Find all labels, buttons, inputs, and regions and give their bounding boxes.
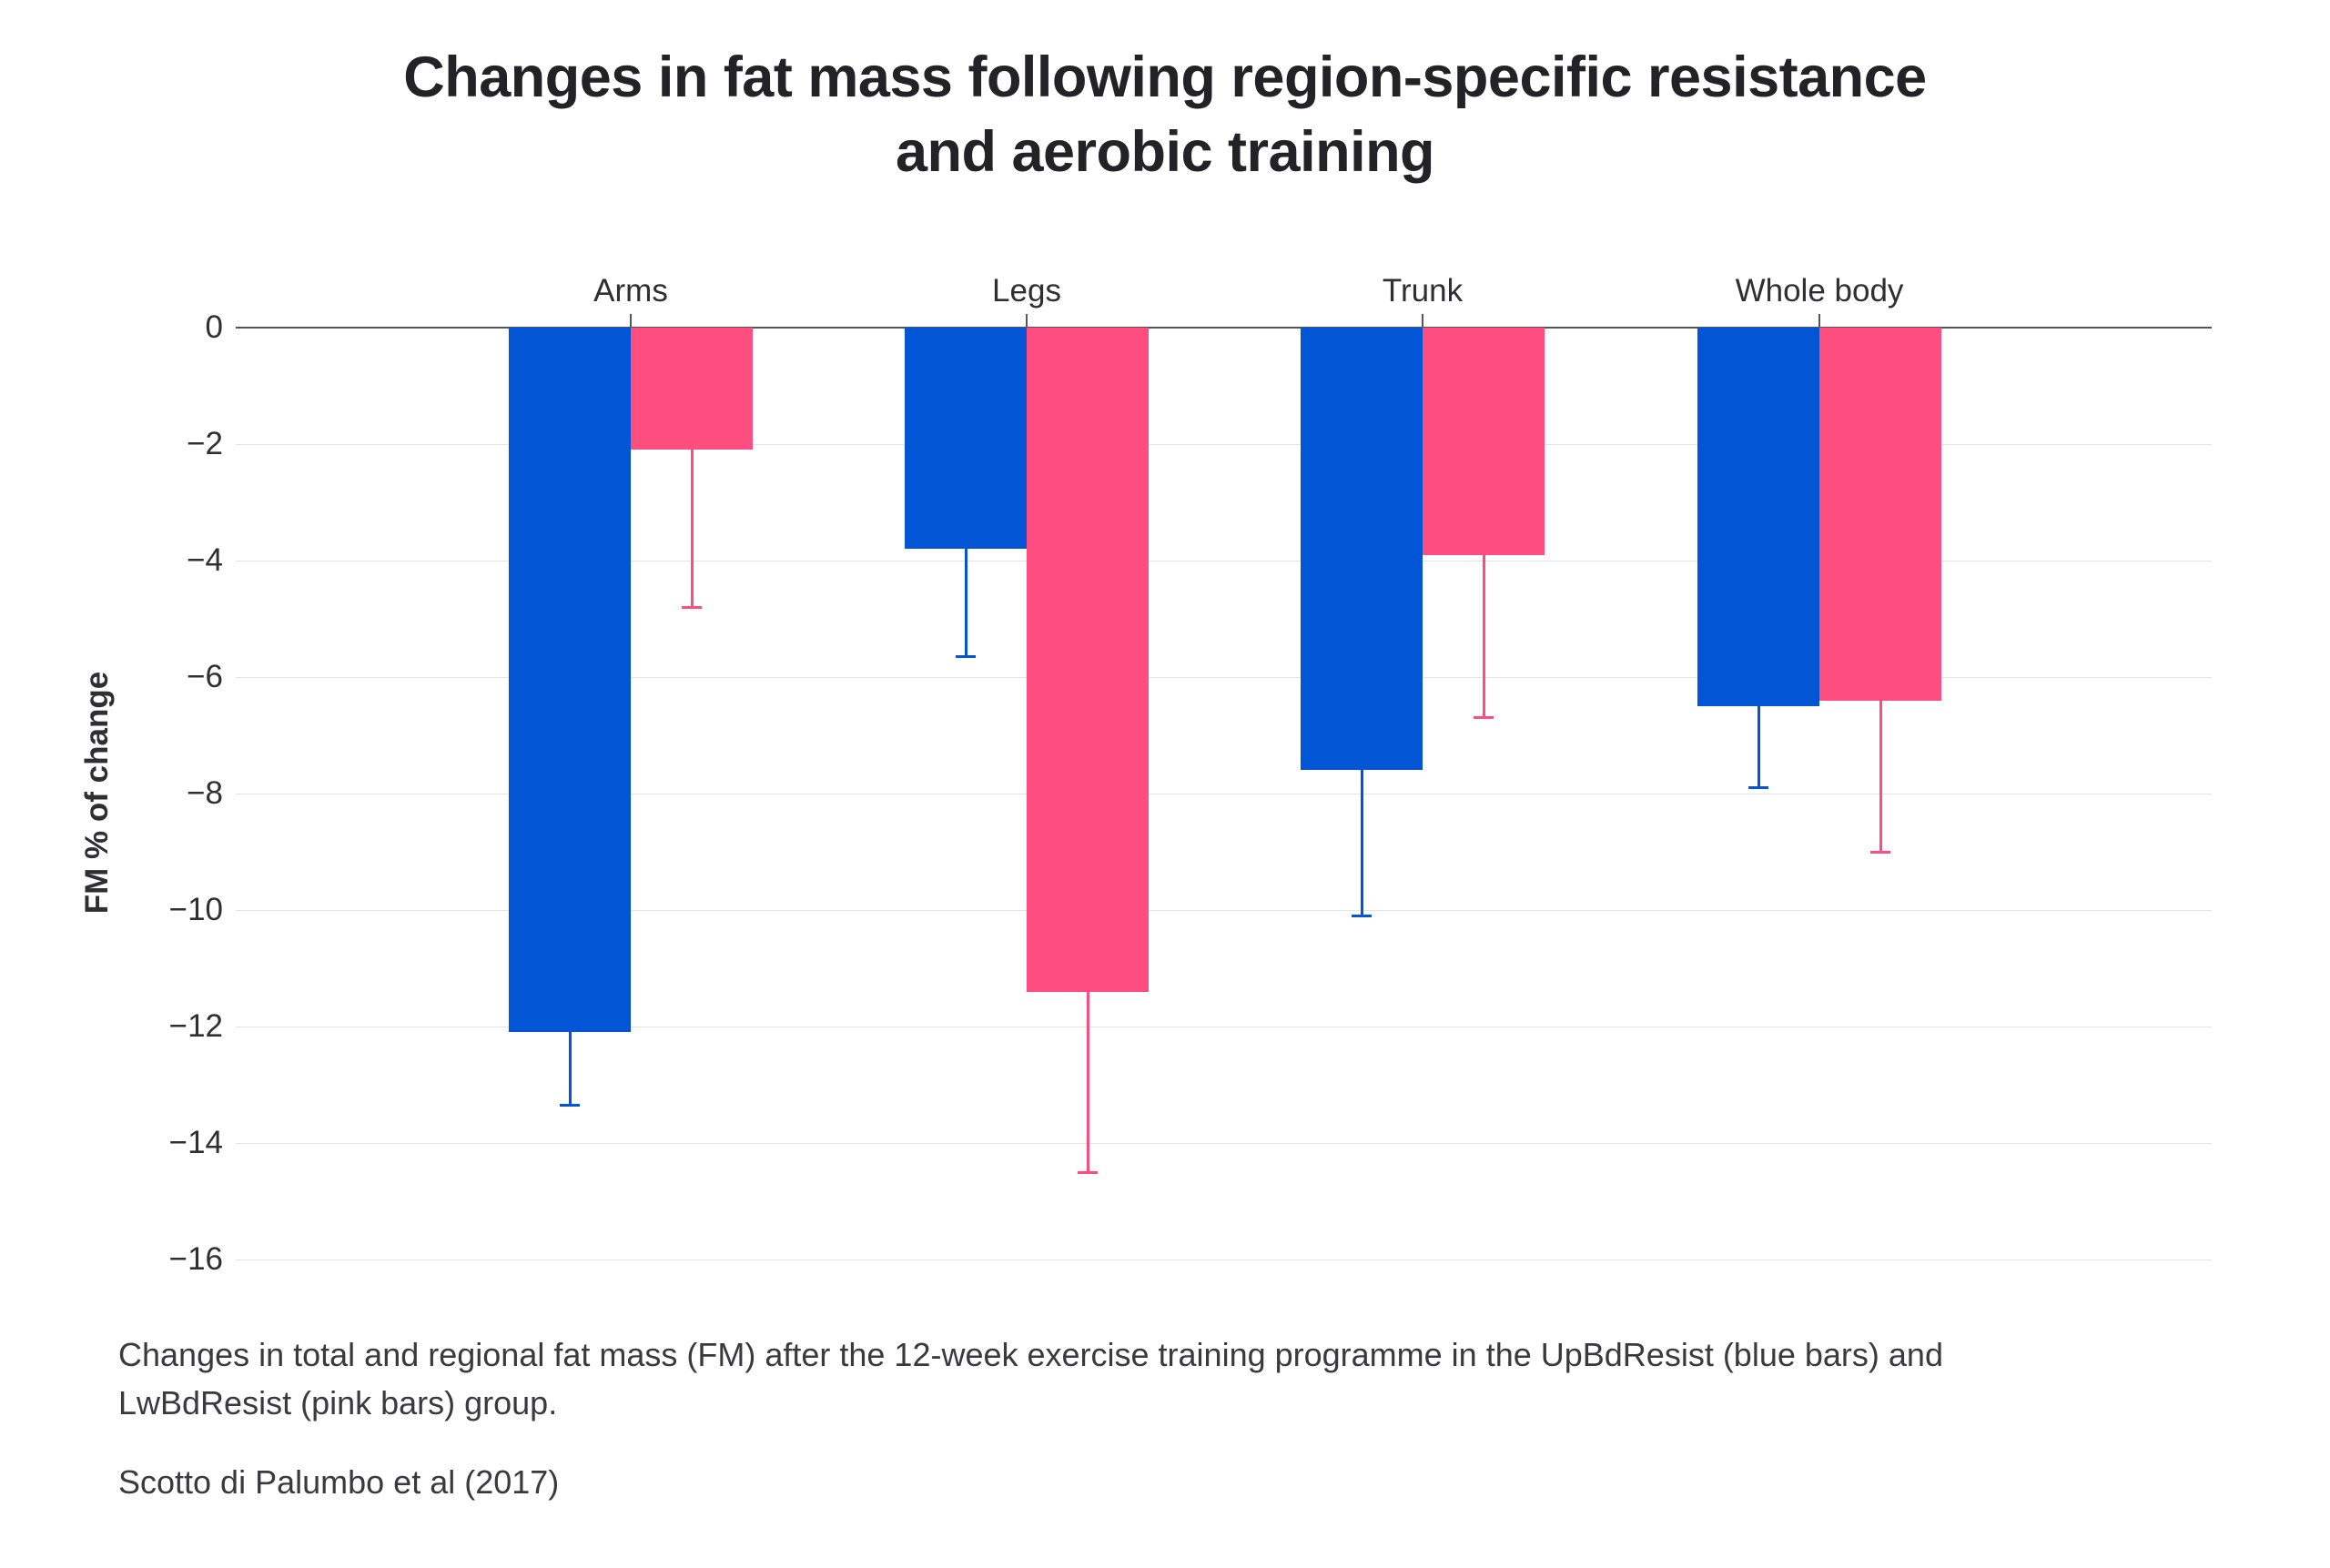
error-cap-legs-lwbdresist: [1078, 1170, 1098, 1174]
gridline: [236, 1143, 2212, 1144]
source-citation: Scotto di Palumbo et al (2017): [118, 1463, 560, 1501]
x-axis-line: [236, 327, 2212, 329]
bar-arms-lwbdresist: [631, 328, 753, 450]
gridline: [236, 677, 2212, 678]
bar-legs-lwbdresist: [1027, 328, 1149, 992]
figure-caption-line1: Changes in total and regional fat mass (…: [118, 1336, 1943, 1373]
error-bar-legs-upbdresist: [964, 549, 967, 657]
y-tick-label: −10: [168, 892, 223, 927]
y-tick-label: −12: [168, 1008, 223, 1044]
category-tick: [1422, 314, 1423, 327]
category-tick: [630, 314, 632, 327]
error-bar-arms-lwbdresist: [690, 450, 694, 608]
category-tick: [1026, 314, 1028, 327]
category-tick: [1818, 314, 1820, 327]
bar-legs-upbdresist: [905, 328, 1027, 550]
bar-trunk-upbdresist: [1301, 328, 1423, 771]
y-tick-label: −4: [187, 542, 223, 578]
gridline: [236, 910, 2212, 911]
y-tick-label: −14: [168, 1125, 223, 1160]
chart-title: Changes in fat mass following region-spe…: [0, 40, 2330, 189]
bar-whole-body-upbdresist: [1697, 328, 1819, 706]
figure-caption-line2: LwBdResist (pink bars) group.: [118, 1384, 558, 1421]
bar-trunk-lwbdresist: [1423, 328, 1545, 555]
figure-caption: Changes in total and regional fat mass (…: [118, 1330, 1943, 1427]
error-bar-trunk-lwbdresist: [1482, 554, 1485, 718]
y-tick-label: 0: [205, 309, 223, 345]
gridline: [236, 1259, 2212, 1260]
bar-whole-body-lwbdresist: [1819, 328, 1941, 701]
error-cap-trunk-upbdresist: [1352, 914, 1372, 917]
y-tick-label: −16: [168, 1241, 223, 1277]
error-bar-whole-body-upbdresist: [1757, 706, 1760, 788]
y-tick-label: −2: [187, 426, 223, 461]
chart-title-line2: and aerobic training: [895, 120, 1435, 184]
error-cap-legs-upbdresist: [956, 655, 976, 659]
error-bar-trunk-upbdresist: [1360, 770, 1363, 916]
error-cap-whole-body-upbdresist: [1748, 786, 1768, 790]
error-cap-arms-lwbdresist: [682, 605, 702, 609]
error-bar-legs-lwbdresist: [1086, 991, 1089, 1172]
error-bar-whole-body-lwbdresist: [1879, 700, 1882, 852]
y-tick-label: −8: [187, 775, 223, 811]
error-cap-whole-body-lwbdresist: [1870, 850, 1890, 854]
category-label-trunk: Trunk: [1382, 273, 1464, 309]
gridline: [236, 444, 2212, 445]
error-bar-arms-upbdresist: [568, 1032, 572, 1106]
error-cap-arms-upbdresist: [560, 1103, 580, 1107]
chart-title-line1: Changes in fat mass following region-spe…: [403, 46, 1927, 109]
category-label-arms: Arms: [593, 273, 668, 309]
y-tick-label: −6: [187, 659, 223, 694]
category-label-whole-body: Whole body: [1735, 273, 1904, 309]
error-cap-trunk-lwbdresist: [1474, 716, 1494, 720]
category-label-legs: Legs: [992, 273, 1061, 309]
bar-arms-upbdresist: [509, 328, 631, 1033]
